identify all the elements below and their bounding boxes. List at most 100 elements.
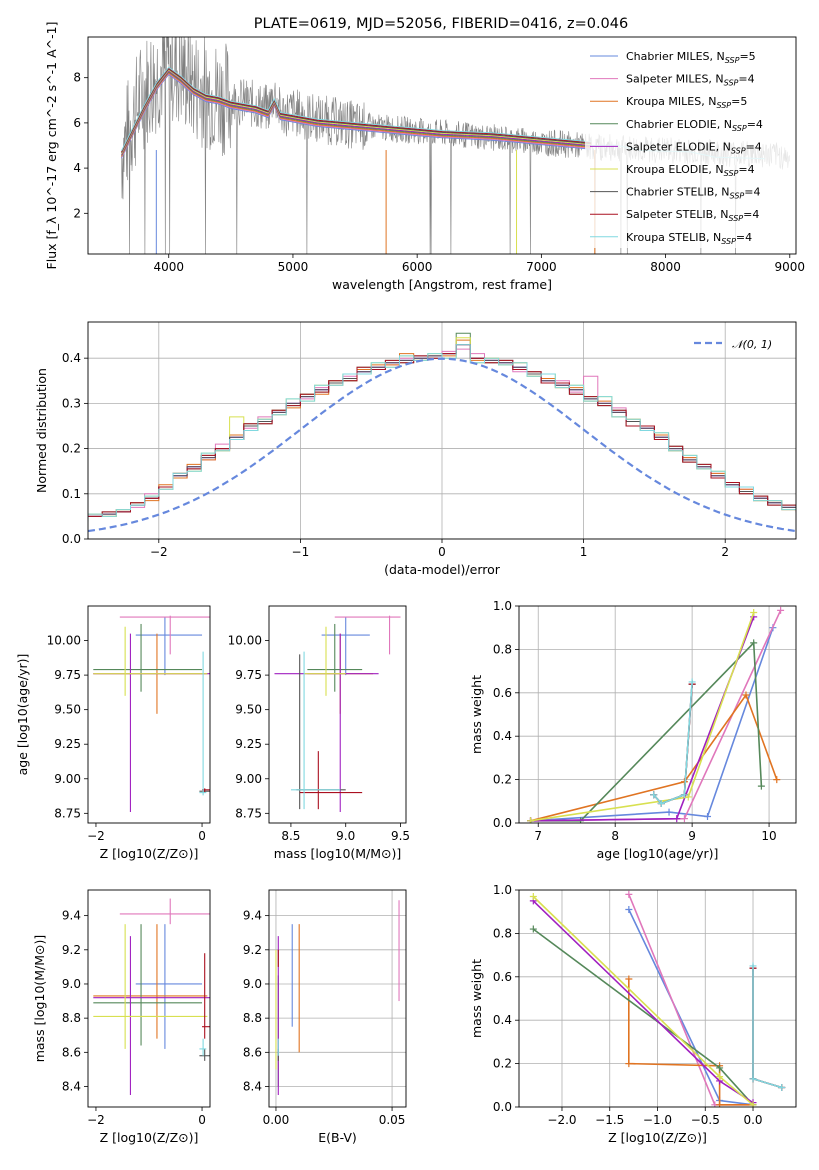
y-tick-label: 10.00 [47, 634, 81, 648]
y-axis-label: mass [log10(M/M⊙)] [32, 935, 47, 1063]
x-tick-label: 9.5 [391, 829, 410, 843]
mass-weight-point [650, 791, 658, 799]
legend-label: Kroupa STELIB, NSSP=4 [626, 231, 752, 246]
mass-weight-line [752, 966, 782, 1089]
x-tick-label: 9 [688, 829, 696, 843]
y-tick-label: 0.6 [493, 970, 512, 984]
axes-frame [87, 36, 797, 255]
y-tick-label: 0.4 [493, 1013, 512, 1027]
axes-frame [518, 605, 797, 824]
mass-weight-point [749, 962, 757, 970]
mass-weight-line [653, 681, 693, 805]
plot-area [519, 890, 796, 1107]
y-axis-label: Normed distribution [34, 368, 49, 493]
panel-age-vs-mass: 8.5 9.0 9.5 8.75 9.00 9.25 9.50 9.75 10.00 mass [… [228, 605, 410, 861]
mass-weight-point [777, 606, 785, 614]
x-tick-label: 7 [534, 829, 542, 843]
y-tick-label: 8.4 [243, 1079, 262, 1093]
mass-weight-point [529, 925, 537, 933]
x-tick-label: 6000 [402, 260, 433, 274]
mass-weight-point [625, 975, 633, 983]
legend-label: Chabrier ELODIE, NSSP=4 [626, 118, 763, 133]
panel-residual-histogram: −2 −1 0 1 2 0.0 0.1 0.2 0.3 0.4 (data-model)/error… [34, 321, 797, 577]
x-tick-label: 9000 [775, 260, 806, 274]
x-tick-label: −2 [150, 545, 168, 559]
mass-weight-line [530, 693, 778, 822]
normal-reference-curve [88, 357, 796, 533]
legend-label: Kroupa ELODIE, NSSP=4 [626, 163, 755, 178]
mass-weight-line [530, 612, 755, 822]
y-tick-label: 0.8 [493, 926, 512, 940]
y-tick-label: 1.0 [493, 883, 512, 897]
histogram-step-line [88, 344, 796, 517]
mass-weight-point [680, 791, 688, 799]
legend-label: Chabrier MILES, NSSP=5 [626, 50, 756, 65]
mass-weight-point [680, 815, 688, 823]
x-tick-label: 8.5 [281, 829, 300, 843]
x-tick-label: 5000 [278, 260, 309, 274]
mass-weight-point [625, 1060, 633, 1068]
x-tick-label: 0 [438, 545, 446, 559]
legend-label: 𝒩(0, 1) [732, 338, 772, 351]
mass-weight-point [673, 815, 681, 823]
mass-weight-point [716, 1101, 724, 1107]
mass-weight-line [530, 616, 755, 822]
panel-mass-vs-metallicity: −2 0 8.4 8.6 8.8 9.0 9.2 9.4 Z [log10(Z/Z⊙)] mass… [32, 889, 211, 1145]
x-axis-label: Z [log10(Z/Z⊙)] [100, 1130, 199, 1145]
x-tick-label: −0.5 [691, 1113, 720, 1127]
y-axis-label: mass weight [469, 675, 484, 754]
y-axis-label: mass weight [469, 959, 484, 1038]
histogram-step-line [88, 344, 796, 522]
y-tick-label: 9.2 [243, 943, 262, 957]
y-tick-label: 8.8 [62, 1011, 81, 1025]
mass-weight-point [742, 691, 750, 699]
x-tick-label: −1 [292, 545, 310, 559]
x-tick-label: 0.05 [379, 1113, 406, 1127]
mass-weight-point [749, 1101, 757, 1107]
plot-area [88, 322, 796, 539]
mass-weight-point [529, 893, 537, 901]
panel-mass-weight-vs-metallicity: −2.0 −1.5 −1.0 −0.5 0.0 0.0 0.2 0.4 0.6 0.8 1.0 Z [… [469, 883, 797, 1145]
x-tick-label: 0 [198, 829, 206, 843]
legend-box [585, 42, 791, 248]
mass-weight-line [752, 968, 782, 1089]
legend: 𝒩(0, 1) [694, 338, 772, 351]
y-axis-label: age [log10(age/yr)] [15, 654, 30, 776]
axes-frame [268, 889, 407, 1108]
x-axis-label: wavelength [Angstrom, rest frame] [332, 277, 552, 292]
y-tick-label: 8.6 [243, 1045, 262, 1059]
mass-weight-line [530, 641, 763, 822]
x-tick-label: −2 [87, 829, 105, 843]
mass-weight-line [653, 684, 693, 805]
y-tick-label: 0.2 [493, 773, 512, 787]
histogram-step-line [88, 348, 796, 517]
x-tick-label: 2 [721, 545, 729, 559]
y-tick-label: 9.2 [62, 943, 81, 957]
mass-weight-line [530, 627, 774, 822]
x-tick-label: −1.0 [643, 1113, 672, 1127]
mass-weight-point [757, 782, 765, 790]
histogram-step-line [88, 344, 796, 520]
legend-label: Salpeter STELIB, NSSP=4 [626, 208, 759, 223]
x-tick-label: 0.00 [263, 1113, 290, 1127]
mass-weight-line [752, 968, 782, 1089]
legend-label: Salpeter ELODIE, NSSP=4 [626, 140, 762, 155]
x-tick-label: 4000 [153, 260, 184, 274]
y-tick-label: 0.6 [493, 686, 512, 700]
x-axis-label: mass [log10(M/M⊙)] [274, 846, 402, 861]
x-axis-label: (data-model)/error [384, 562, 501, 577]
x-tick-label: −2.0 [547, 1113, 576, 1127]
x-tick-label: 0 [198, 1113, 206, 1127]
y-tick-label: 9.0 [243, 977, 262, 991]
x-axis-label: age [log10(age/yr)] [597, 846, 719, 861]
y-tick-label: 9.75 [54, 668, 81, 682]
histogram-step-line [88, 344, 796, 520]
panel-spectrum: 4000 5000 6000 7000 8000 9000 2 4 6 8 wavelength [… [44, 22, 806, 292]
x-tick-label: 1 [580, 545, 588, 559]
plot-area [274, 615, 401, 812]
legend-label: Salpeter MILES, NSSP=4 [626, 73, 755, 88]
plot-area [269, 890, 406, 1107]
axes-frame [87, 321, 797, 540]
histogram-step-line [88, 339, 796, 522]
